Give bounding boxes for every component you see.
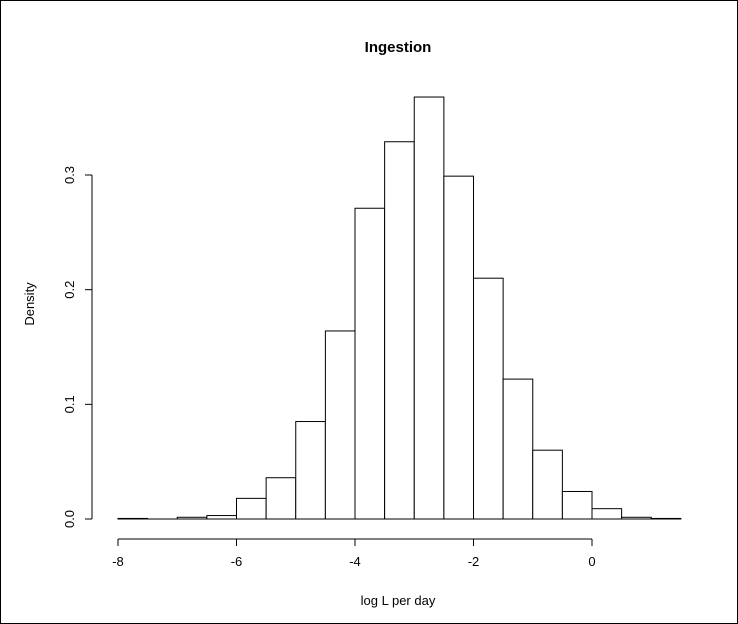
y-tick-label: 0.2 [62, 281, 77, 299]
histogram-bar [650, 517, 682, 520]
histogram-bars [117, 96, 682, 520]
histogram-bar [591, 508, 623, 520]
x-axis: -8 -6 -4 -2 0 [112, 538, 596, 569]
histogram-bar [532, 449, 563, 520]
histogram-bar [236, 497, 267, 520]
histogram-bar [324, 330, 356, 520]
histogram-bar [473, 277, 504, 520]
histogram-bar [206, 515, 238, 520]
y-axis: 0.0 0.1 0.2 0.3 [62, 166, 93, 528]
histogram-bar [265, 477, 297, 520]
histogram-bar [413, 96, 445, 520]
histogram-bar [354, 207, 386, 520]
chart-title: Ingestion [365, 39, 432, 56]
histogram-bar [176, 516, 208, 520]
histogram-bar [443, 175, 475, 520]
x-tick-label: 0 [588, 554, 595, 569]
x-tick-label: -2 [468, 554, 480, 569]
histogram-bar [502, 378, 534, 520]
x-axis-label: log L per day [361, 593, 436, 608]
x-tick-label: -8 [112, 554, 124, 569]
y-tick-label: 0.3 [62, 166, 77, 184]
histogram-bar [621, 516, 652, 520]
x-tick-label: -4 [349, 554, 361, 569]
histogram-bar [295, 421, 326, 520]
histogram-bar [384, 141, 415, 520]
y-tick-label: 0.1 [62, 395, 77, 413]
histogram-bar [117, 517, 149, 520]
y-axis-label: Density [22, 282, 37, 326]
x-tick-label: -6 [231, 554, 243, 569]
y-tick-label: 0.0 [62, 510, 77, 528]
histogram-bar [561, 490, 593, 520]
